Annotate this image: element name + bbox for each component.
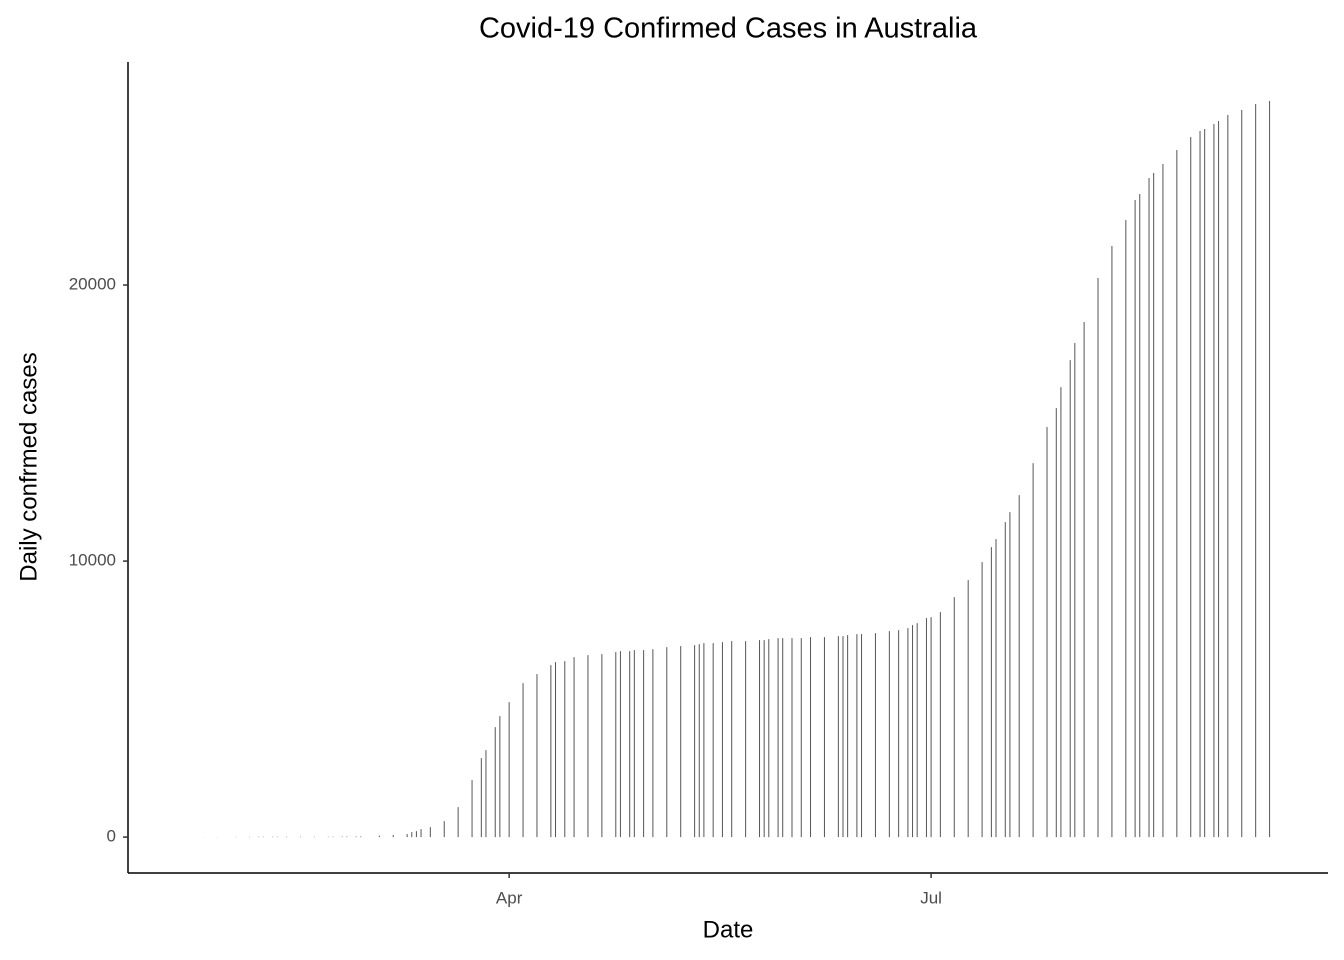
y-tick-label: 0 [107, 827, 116, 846]
y-tick-label: 10000 [69, 551, 116, 570]
chart-title: Covid-19 Confirmed Cases in Australia [479, 13, 978, 45]
y-axis-label: Daily confrmed cases [15, 352, 42, 581]
x-tick-label: Jul [920, 888, 942, 907]
x-axis-label: Date [703, 916, 754, 943]
y-tick-label: 20000 [69, 275, 116, 294]
x-tick-label: Apr [496, 888, 523, 907]
